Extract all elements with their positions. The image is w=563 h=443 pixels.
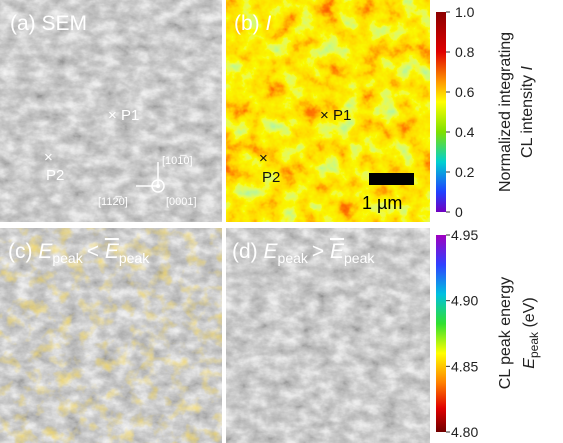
colorbar-title: CL peak energy xyxy=(497,277,514,389)
subscript: peak xyxy=(344,250,375,266)
point-label: P2 xyxy=(262,169,280,186)
colorbar-symbol: I xyxy=(519,66,536,71)
colorbar-tick-label: 4.90 xyxy=(451,293,478,309)
subscript: peak xyxy=(119,250,150,266)
colorbar xyxy=(436,12,446,212)
panel-label: (c) xyxy=(8,240,33,263)
panel-symbol: I xyxy=(266,12,272,35)
direction-label: [0001] xyxy=(166,196,197,208)
scale-label: 1 µm xyxy=(362,193,402,213)
colorbar-tick-label: 4.85 xyxy=(451,358,478,374)
colorbar-symbol: E xyxy=(521,358,538,369)
direction-label: [112̅0] xyxy=(98,196,128,208)
panel-label: (b) xyxy=(234,12,260,35)
symbol: E xyxy=(38,240,53,263)
panel-label: (a) SEM xyxy=(10,12,87,35)
panel-label: (d) xyxy=(232,240,258,263)
colorbar-tick-label: 0.8 xyxy=(455,44,475,60)
colorbar-tick-label: 1.0 xyxy=(455,4,475,20)
symbol: E xyxy=(330,240,345,263)
panel-label: (b) I xyxy=(234,12,272,35)
colorbar-tick-label: 0.2 xyxy=(455,164,475,180)
colorbar-unit: (eV) xyxy=(521,297,538,327)
point-label: P2 xyxy=(46,167,64,184)
colorbar xyxy=(436,235,446,432)
colorbar-tick-label: 4.80 xyxy=(451,424,478,440)
subscript: peak xyxy=(278,250,309,266)
symbol: E xyxy=(105,240,120,263)
colorbar-tick-label: 4.95 xyxy=(451,227,478,243)
page: {"panels": [ {"label": "(a) SEM", "point… xyxy=(0,0,563,443)
point-marker: × xyxy=(259,150,268,167)
operator: < xyxy=(87,240,99,263)
colorbar-ticks: 1.0 0.8 0.6 0.4 0.2 0 xyxy=(446,4,475,220)
colorbar-title: Epeak (eV) xyxy=(521,297,541,368)
subscript: peak xyxy=(52,250,83,266)
point-label: P1 xyxy=(121,107,139,124)
point-marker: × P1 xyxy=(320,107,351,124)
colorbar-ticks: 4.95 4.90 4.85 4.80 xyxy=(446,227,478,440)
colorbar-tick-label: 0 xyxy=(455,204,463,220)
point-label: P1 xyxy=(333,107,351,124)
operator: > xyxy=(312,240,324,263)
colorbar-tick-label: 0.6 xyxy=(455,84,475,100)
direction-label: [101̅0] xyxy=(162,155,193,167)
colorbar-title: CL intensity I xyxy=(519,66,536,158)
subscript: peak xyxy=(527,331,541,358)
scale-bar xyxy=(369,173,414,185)
colorbar-tick-label: 0.4 xyxy=(455,124,475,140)
point-marker: × P1 xyxy=(108,107,139,124)
point-marker: × xyxy=(44,149,53,166)
figure: (a) SEM × P1 × P2 [101̅0] [112̅0] [0001]… xyxy=(0,0,563,443)
colorbar-title: Normalized integrating xyxy=(497,32,514,192)
colorbar-title: CL intensity xyxy=(519,75,536,158)
axis-dot xyxy=(156,184,160,188)
symbol: E xyxy=(264,240,279,263)
